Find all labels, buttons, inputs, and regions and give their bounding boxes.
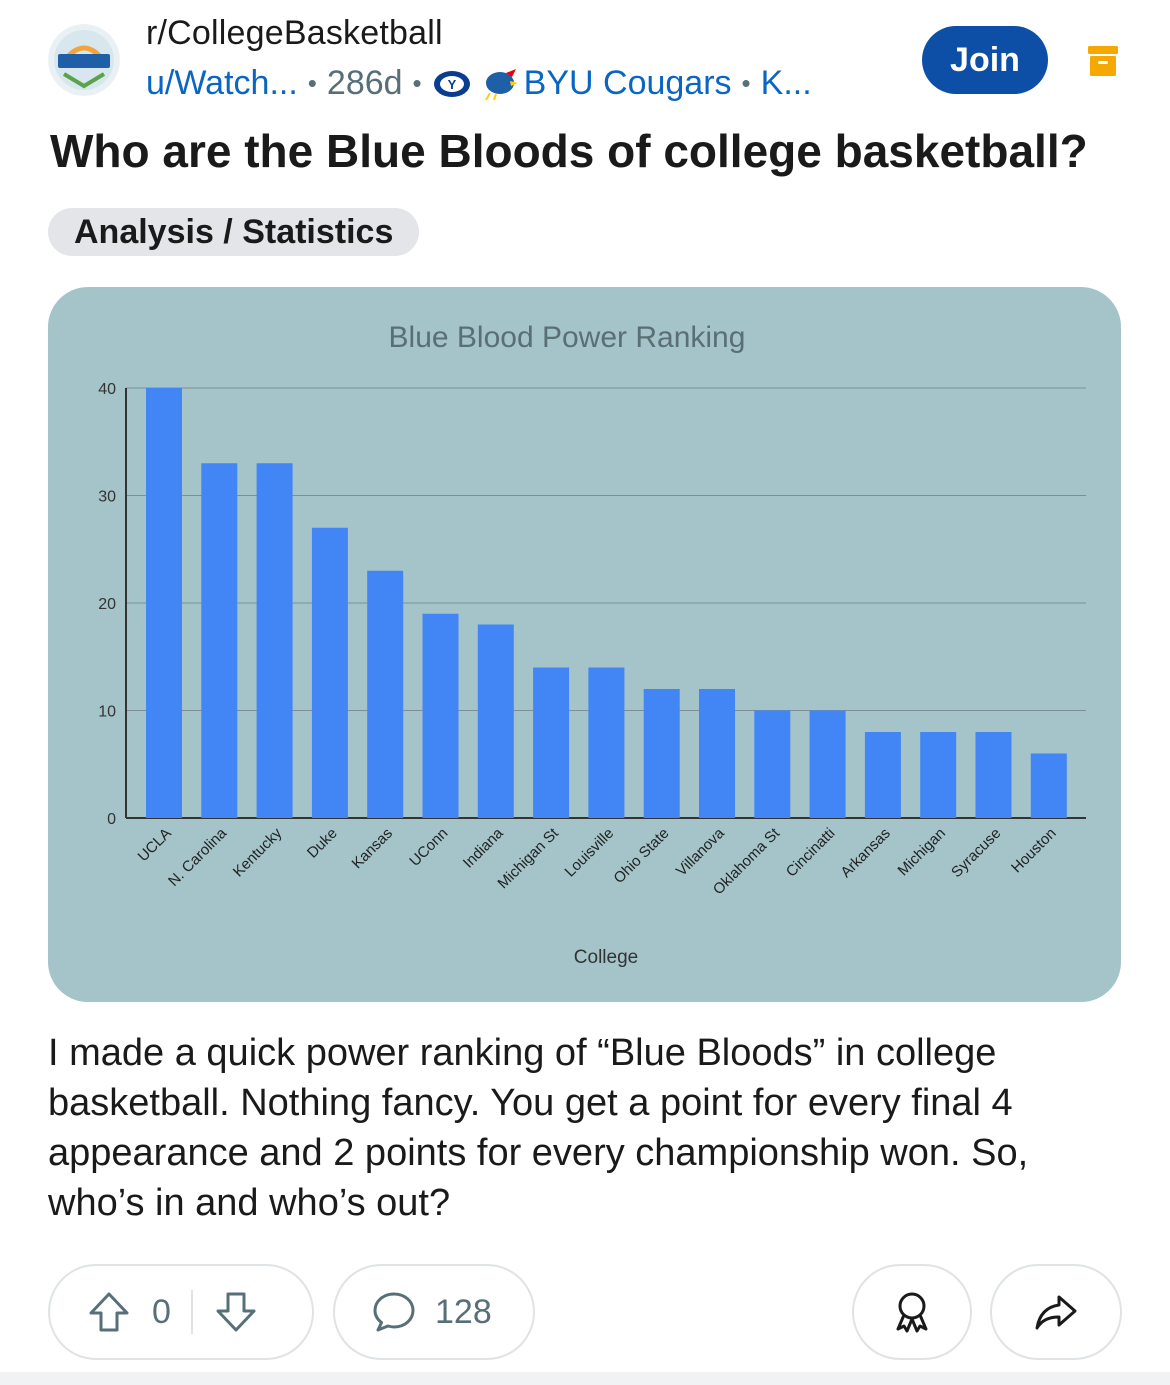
chart-bar-houston [1030, 753, 1067, 818]
x-tick-label: Indiana [460, 824, 507, 871]
x-tick-label: Syracuse [948, 825, 1004, 881]
y-tick-label: 30 [98, 489, 116, 506]
author-name[interactable]: u/Watch... [146, 64, 298, 102]
post-actions: 0 128 [0, 1264, 1170, 1360]
award-icon [889, 1289, 935, 1335]
vote-divider [190, 1290, 193, 1334]
chart-bar-duke [311, 527, 348, 818]
chart-title: Blue Blood Power Ranking [389, 321, 746, 354]
post-header: r/CollegeBasketball u/Watch... • 286d • … [0, 0, 1170, 120]
post-body: I made a quick power ranking of “Blue Bl… [48, 1032, 1029, 1224]
meta-separator: • [307, 68, 317, 98]
chart-bar-uconn [422, 613, 459, 818]
post-title[interactable]: Who are the Blue Bloods of college baske… [50, 125, 1088, 177]
user-flair-more: K... [760, 64, 812, 102]
chart-bar-villanova [699, 689, 735, 818]
join-button[interactable]: Join [922, 26, 1048, 94]
jayhawk-logo-icon [478, 67, 518, 101]
comments-button[interactable]: 128 [333, 1264, 535, 1360]
x-tick-label: Kansas [349, 825, 396, 872]
x-tick-label: UConn [406, 825, 451, 870]
chart-bar-n-carolina [201, 463, 238, 818]
chart-bar-ucla [146, 388, 182, 818]
chart-bar-indiana [477, 624, 514, 818]
chart-bar-michigan [920, 732, 957, 818]
chart-bar-michigan-st [533, 667, 570, 818]
chart-bar-syracuse [975, 732, 1012, 818]
y-tick-label: 20 [98, 596, 116, 613]
subreddit-avatar[interactable] [48, 24, 120, 96]
x-tick-label: Duke [304, 825, 341, 862]
comment-count: 128 [435, 1292, 492, 1331]
upvote-icon[interactable] [86, 1289, 132, 1335]
post-age: 286d [326, 64, 403, 102]
meta-separator: • [412, 68, 422, 98]
post-meta: u/Watch... • 286d • Y BYU Cougars • K... [146, 64, 812, 103]
y-tick-label: 40 [98, 381, 116, 398]
chart-bar-cincinatti [809, 710, 846, 818]
downvote-icon[interactable] [213, 1289, 259, 1335]
chart-bar-ohio-state [643, 689, 680, 818]
x-tick-label: N. Carolina [165, 824, 231, 890]
x-tick-label: UCLA [135, 825, 175, 865]
comment-icon [371, 1289, 417, 1335]
vote-score: 0 [152, 1292, 171, 1331]
x-tick-label: Kentucky [230, 824, 286, 880]
share-button[interactable] [990, 1264, 1122, 1360]
byu-logo-icon: Y [432, 67, 472, 101]
vote-control: 0 [48, 1264, 314, 1360]
chart-bar-louisville [588, 667, 625, 818]
meta-separator: • [741, 68, 751, 98]
chart-bar-kentucky [256, 463, 293, 818]
chart-bar-arkansas [864, 732, 901, 818]
chart-bar-kansas [367, 570, 404, 818]
x-tick-label: Villanova [673, 824, 728, 879]
user-flair-team: BYU Cougars [523, 64, 732, 102]
bar-chart: Blue Blood Power Ranking College 0 10 20 30… [98, 321, 1086, 968]
chart-x-axis-label: College [574, 947, 638, 968]
x-tick-label: Louisville [562, 825, 618, 881]
y-tick-label: 0 [107, 811, 116, 828]
y-tick-label: 10 [98, 704, 116, 721]
post-flair[interactable]: Analysis / Statistics [48, 208, 420, 256]
post-image-chart[interactable]: Blue Blood Power Ranking College 0 10 20 30… [48, 287, 1121, 1002]
subreddit-name[interactable]: r/CollegeBasketball [146, 14, 443, 52]
bottom-divider [0, 1372, 1170, 1385]
chart-bar-oklahoma-st [754, 710, 791, 818]
award-button[interactable] [852, 1264, 972, 1360]
archive-icon [1086, 42, 1120, 78]
svg-text:Y: Y [447, 77, 456, 92]
share-icon [1033, 1289, 1079, 1335]
x-tick-label: Michigan St [494, 824, 562, 892]
x-tick-label: Houston [1008, 825, 1060, 877]
x-tick-label: Ohio State [610, 825, 672, 887]
x-tick-label: Michigan [895, 825, 949, 879]
x-tick-label: Arkansas [837, 825, 893, 881]
x-tick-label: Cincinatti [783, 825, 839, 881]
